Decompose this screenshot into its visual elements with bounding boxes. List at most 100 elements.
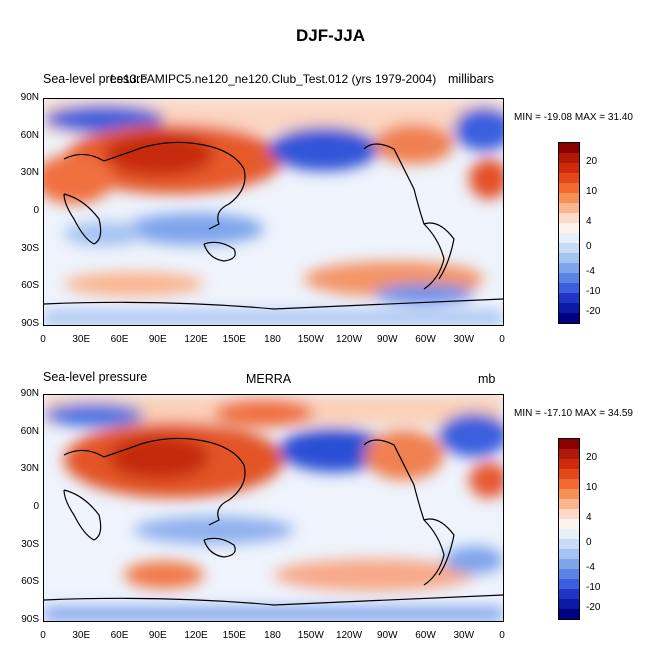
colorbar — [558, 438, 580, 620]
colorbar-label: 10 — [586, 482, 598, 493]
lon-tick-label: 60W — [415, 334, 436, 345]
colorbar-label: 20 — [586, 452, 598, 463]
lat-tick-label: 90S — [21, 318, 39, 329]
colorbar-label: 10 — [586, 186, 598, 197]
colorbar-swatch — [559, 283, 579, 293]
colorbar-label: -10 — [586, 582, 601, 593]
lon-tick-label: 120E — [184, 334, 208, 345]
panel-units-label: millibars — [448, 72, 494, 86]
colorbar-swatch — [559, 479, 579, 489]
lon-tick-label: 0 — [40, 334, 46, 345]
lon-tick-label: 30W — [453, 334, 475, 345]
lon-tick-label: 60E — [110, 630, 129, 641]
lon-tick-label: 150E — [222, 630, 246, 641]
colorbar-swatch — [559, 203, 579, 213]
lon-tick-label: 180 — [264, 334, 281, 345]
lon-tick-label: 120E — [184, 630, 208, 641]
colorbar-swatch — [559, 529, 579, 539]
min-max-readout: MIN = -19.08 MAX = 31.40 — [514, 112, 633, 123]
lon-tick-label: 60W — [415, 630, 436, 641]
colorbar-label: -20 — [586, 602, 601, 613]
lon-tick-label: 120W — [335, 630, 363, 641]
colorbar-label: 0 — [586, 241, 592, 252]
colorbar-swatch — [559, 253, 579, 263]
colorbar-swatch — [559, 509, 579, 519]
panel-reference: Sea-level pressure MERRA mb MIN = -17.10… — [0, 362, 661, 662]
lat-tick-label: 60N — [20, 425, 39, 437]
colorbar-label: 4 — [586, 512, 592, 523]
colorbar-label: 20 — [586, 156, 598, 167]
colorbar-swatch — [559, 459, 579, 469]
panel-model: Sea-level pressure f.e13.FAMIPC5.ne120_n… — [0, 66, 661, 366]
lat-tick-label: 90N — [20, 388, 39, 399]
panel-center-label: f.e13.FAMIPC5.ne120_ne120.Club_Test.012 … — [110, 72, 437, 86]
colorbar-swatch — [559, 519, 579, 529]
colorbar-swatch — [559, 223, 579, 233]
lat-tick-label: 30S — [21, 242, 39, 254]
lon-tick-label: 60E — [110, 334, 129, 345]
colorbar-swatch — [559, 569, 579, 579]
colorbar-swatch — [559, 183, 579, 193]
colorbar-label: -4 — [586, 266, 595, 277]
lon-tick-label: 0 — [499, 630, 505, 641]
panel-left-label: Sea-level pressure — [43, 370, 148, 384]
colorbar-swatch — [559, 579, 579, 589]
panel-units-label: mb — [478, 372, 496, 386]
lat-tick-label: 30S — [21, 538, 39, 550]
min-max-readout: MIN = -17.10 MAX = 34.59 — [514, 408, 633, 419]
colorbar-label: 0 — [586, 537, 592, 548]
lon-tick-label: 90W — [376, 334, 398, 345]
colorbar-swatch — [559, 173, 579, 183]
colorbar-swatch — [559, 143, 579, 153]
lat-tick-label: 60N — [20, 129, 39, 141]
colorbar-swatch — [559, 193, 579, 203]
colorbar-swatch — [559, 163, 579, 173]
lat-tick-label: 60S — [21, 576, 39, 588]
colorbar-swatch — [559, 559, 579, 569]
lat-tick-label: 30N — [20, 167, 39, 179]
colorbar-swatch — [559, 439, 579, 449]
lon-tick-label: 150W — [297, 630, 324, 641]
lon-tick-label: 90W — [376, 630, 398, 641]
colorbar-swatch — [559, 449, 579, 459]
lon-tick-label: 180 — [264, 630, 281, 641]
lon-tick-label: 30E — [72, 334, 91, 345]
colorbar-swatch — [559, 469, 579, 479]
map-plot — [43, 98, 504, 326]
map-field-svg — [44, 395, 503, 621]
lat-tick-label: 0 — [33, 205, 39, 216]
colorbar-swatch — [559, 233, 579, 243]
lat-tick-label: 0 — [33, 501, 39, 512]
lon-tick-label: 30E — [72, 630, 91, 641]
colorbar-swatch — [559, 243, 579, 253]
colorbar-swatch — [559, 273, 579, 283]
panel-left-label: Sea-level pressure — [43, 72, 148, 86]
colorbar-label: -4 — [586, 562, 595, 573]
colorbar-label: 4 — [586, 216, 592, 227]
lat-tick-label: 90S — [21, 614, 39, 625]
colorbar-swatch — [559, 303, 579, 313]
colorbar-swatch — [559, 499, 579, 509]
colorbar-label: -20 — [586, 306, 601, 317]
colorbar-swatch — [559, 609, 579, 619]
coastlines — [44, 437, 503, 606]
lon-tick-label: 120W — [335, 334, 363, 345]
colorbar-swatch — [559, 589, 579, 599]
colorbar-swatch — [559, 599, 579, 609]
lon-tick-label: 90E — [148, 630, 167, 641]
coastlines — [44, 141, 503, 310]
colorbar-label: -10 — [586, 286, 601, 297]
figure-title: DJF-JJA — [296, 26, 365, 45]
colorbar-swatch — [559, 489, 579, 499]
map-plot — [43, 394, 504, 622]
colorbar — [558, 142, 580, 324]
colorbar-swatch — [559, 293, 579, 303]
panel-center-label: MERRA — [246, 372, 292, 386]
lat-tick-label: 90N — [20, 92, 39, 103]
colorbar-swatch — [559, 313, 579, 323]
lon-tick-label: 0 — [499, 334, 505, 345]
lon-tick-label: 150W — [297, 334, 324, 345]
map-field-svg — [44, 99, 503, 325]
lon-tick-label: 150E — [222, 334, 246, 345]
colorbar-swatch — [559, 263, 579, 273]
